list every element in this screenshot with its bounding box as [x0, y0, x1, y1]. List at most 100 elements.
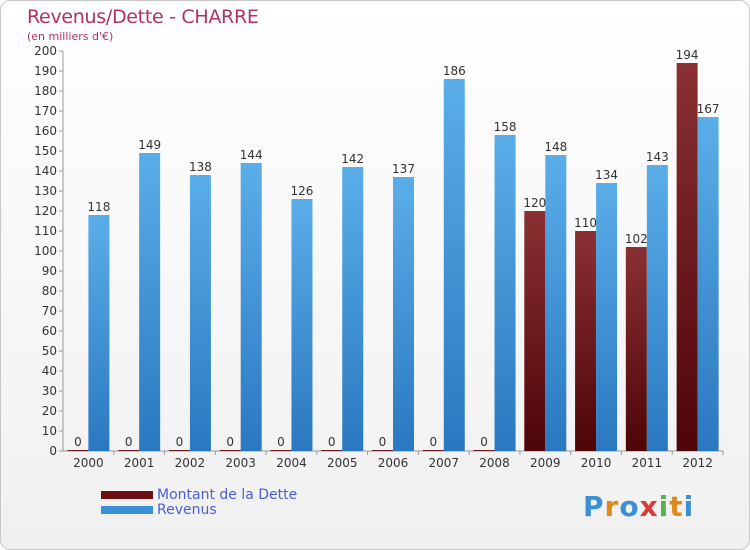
bar-revenus: [189, 175, 211, 451]
data-label: 120: [523, 196, 546, 210]
bar-dette: [219, 450, 241, 451]
x-tick-label: 2012: [682, 456, 713, 470]
y-tick-label: 200: [34, 44, 57, 58]
data-label: 148: [544, 140, 567, 154]
bar-dette: [625, 247, 647, 451]
axes: 0102030405060708090100110120130140150160…: [34, 44, 724, 470]
data-label: 0: [176, 435, 184, 449]
y-tick-label: 30: [42, 384, 57, 398]
bar-dette: [321, 450, 343, 451]
data-label: 102: [625, 232, 648, 246]
data-label: 149: [138, 138, 161, 152]
bar-revenus: [596, 183, 618, 451]
data-label: 118: [87, 200, 110, 214]
legend-item-dette: Montant de la Dette: [101, 486, 298, 503]
y-tick-label: 90: [42, 264, 57, 278]
data-label: 0: [277, 435, 285, 449]
bar-revenus: [88, 215, 110, 451]
y-tick-label: 110: [34, 224, 57, 238]
y-tick-label: 130: [34, 184, 57, 198]
bar-revenus: [342, 167, 364, 451]
y-tick-label: 80: [42, 284, 57, 298]
data-label: 137: [392, 162, 415, 176]
x-tick-label: 2002: [175, 456, 206, 470]
data-label: 144: [240, 148, 263, 162]
y-tick-label: 40: [42, 364, 57, 378]
bar-dette: [168, 450, 190, 451]
data-label: 194: [676, 48, 699, 62]
bar-revenus: [393, 177, 414, 451]
data-label: 0: [328, 435, 336, 449]
data-label: 110: [574, 216, 597, 230]
y-tick-label: 170: [34, 104, 57, 118]
bar-revenus: [291, 199, 313, 451]
chart-title: Revenus/Dette - CHARRE: [27, 6, 259, 28]
data-labels: 0 118 0 149 0 138 0 144 0 126 0 142 0 137 0 186 0 158 120 1…: [74, 48, 720, 449]
bar-dette: [372, 450, 393, 451]
y-tick-label: 160: [34, 124, 57, 138]
bar-dette: [422, 450, 444, 451]
bar-revenus: [240, 163, 262, 451]
data-label: 158: [494, 120, 517, 134]
legend-label-dette: Montant de la Dette: [157, 486, 298, 503]
chart-subtitle: (en milliers d'€): [27, 30, 114, 43]
bar-revenus: [646, 165, 668, 451]
x-tick-label: 2000: [73, 456, 104, 470]
y-tick-label: 120: [34, 204, 57, 218]
y-tick-label: 180: [34, 84, 57, 98]
x-tick-label: 2011: [632, 456, 663, 470]
bar-dette: [270, 450, 292, 451]
bar-dette: [524, 211, 546, 451]
data-label: 0: [74, 435, 82, 449]
y-tick-label: 190: [34, 64, 57, 78]
x-tick-label: 2003: [225, 456, 256, 470]
legend-swatch-revenus: [101, 505, 153, 514]
y-tick-label: 20: [42, 404, 57, 418]
y-tick-label: 100: [34, 244, 57, 258]
y-tick-label: 150: [34, 144, 57, 158]
y-tick-label: 10: [42, 424, 57, 438]
bar-dette: [575, 231, 597, 451]
x-tick-label: 2004: [276, 456, 307, 470]
legend-label-revenus: Revenus: [157, 501, 217, 518]
y-tick-label: 0: [49, 444, 57, 458]
proxiti-logo: Proxiti: [583, 490, 695, 523]
data-label: 0: [125, 435, 133, 449]
x-tick-label: 2009: [530, 456, 561, 470]
data-label: 186: [443, 64, 466, 78]
bar-revenus: [545, 155, 567, 451]
data-label: 0: [480, 435, 488, 449]
bar-dette: [118, 450, 140, 451]
data-label: 142: [341, 152, 364, 166]
data-label: 143: [646, 150, 669, 164]
bar-revenus: [494, 135, 516, 451]
x-tick-label: 2006: [378, 456, 409, 470]
data-label: 126: [291, 184, 314, 198]
data-label: 0: [379, 435, 387, 449]
legend: Montant de la Dette Revenus: [101, 486, 298, 518]
bar-revenus: [139, 153, 161, 451]
data-label: 138: [189, 160, 212, 174]
legend-swatch-dette: [101, 490, 153, 499]
data-label: 134: [595, 168, 618, 182]
data-label: 167: [697, 102, 720, 116]
x-tick-label: 2008: [479, 456, 510, 470]
bar-revenus: [697, 117, 719, 451]
y-tick-label: 50: [42, 344, 57, 358]
x-tick-label: 2007: [428, 456, 459, 470]
bars: [67, 63, 719, 451]
bar-dette: [67, 450, 89, 451]
y-tick-label: 70: [42, 304, 57, 318]
bar-revenus: [443, 79, 465, 451]
x-tick-label: 2001: [124, 456, 155, 470]
y-tick-label: 140: [34, 164, 57, 178]
data-label: 0: [226, 435, 234, 449]
bar-dette: [676, 63, 698, 451]
data-label: 0: [429, 435, 437, 449]
y-tick-label: 60: [42, 324, 57, 338]
x-tick-label: 2010: [581, 456, 612, 470]
x-tick-label: 2005: [327, 456, 358, 470]
legend-item-revenus: Revenus: [101, 501, 297, 518]
